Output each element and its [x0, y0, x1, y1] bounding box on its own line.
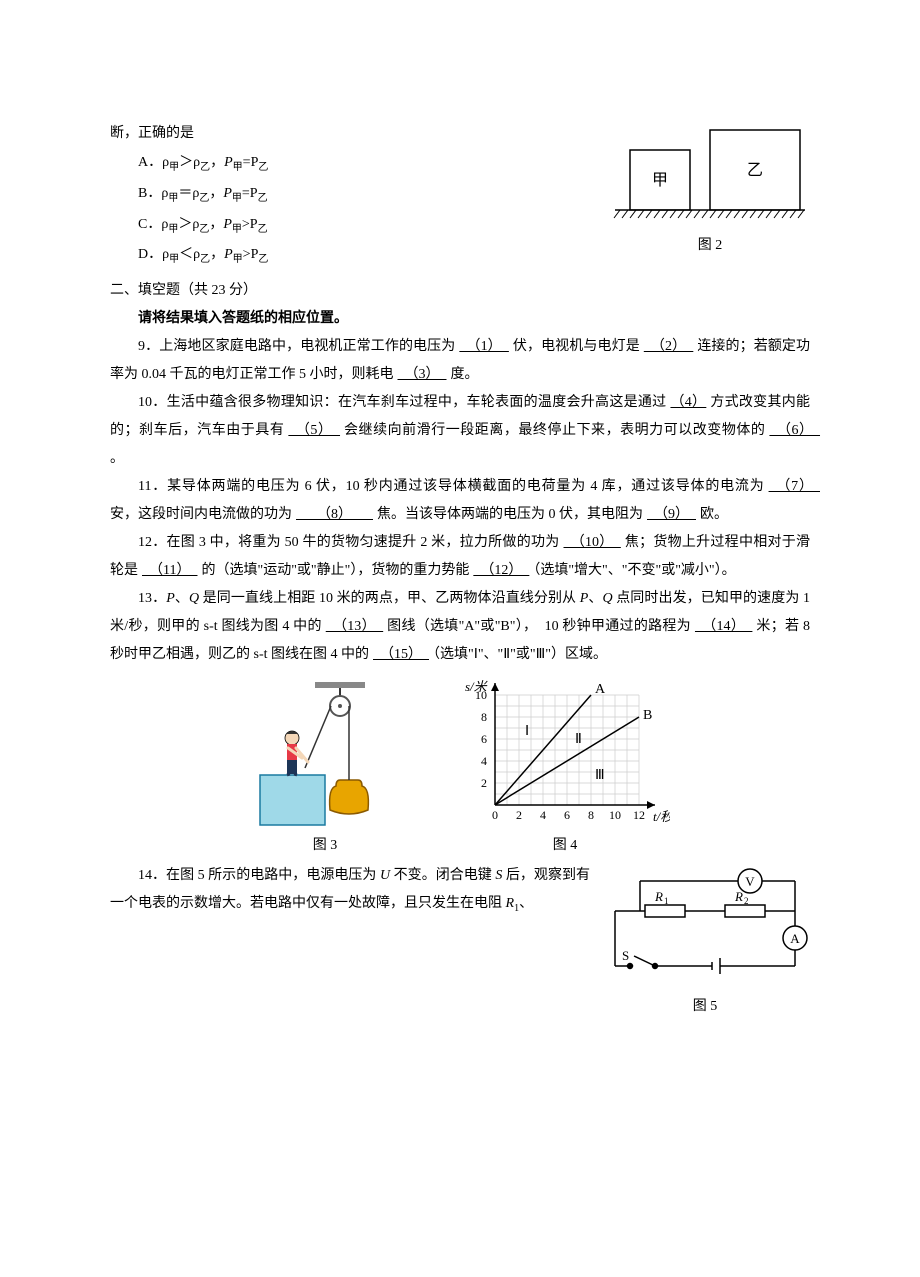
svg-text:s/米: s/米 — [465, 679, 489, 694]
svg-text:6: 6 — [481, 732, 487, 746]
question-11: 11．某导体两端的电压为 6 伏，10 秒内通过该导体横截面的电荷量为 4 库，… — [110, 473, 810, 529]
svg-text:2: 2 — [481, 776, 487, 790]
svg-text:Ⅱ: Ⅱ — [575, 732, 582, 747]
figure-5-svg: V A R1 R2 S — [600, 866, 810, 991]
question-14-block: V A R1 R2 S 图 5 14．在图 5 所示的电路中，电源电压为 U 不… — [110, 862, 810, 1021]
figure-3-container: 图 3 — [250, 680, 400, 860]
blank-2: （2） — [640, 339, 698, 354]
svg-text:1: 1 — [664, 896, 669, 906]
blank-15: （15） — [369, 647, 433, 662]
section-2-title: 二、填空题（共 23 分） — [110, 277, 810, 305]
figure-5-caption: 图 5 — [600, 993, 810, 1021]
blank-4: （4） — [666, 395, 710, 410]
svg-text:Ⅰ: Ⅰ — [525, 724, 529, 739]
blank-11: （11） — [138, 563, 201, 578]
svg-text:R: R — [654, 889, 663, 904]
blank-3: （3） — [394, 367, 451, 382]
svg-text:R: R — [734, 889, 743, 904]
figure-2-svg: 甲 乙 — [610, 120, 810, 230]
question-10: 10．生活中蕴含很多物理知识：在汽车刹车过程中，车轮表面的温度会升高这是通过（4… — [110, 389, 810, 473]
svg-text:6: 6 — [564, 808, 570, 822]
svg-text:乙: 乙 — [747, 162, 763, 179]
blank-5: （5） — [284, 423, 344, 438]
figure-2-caption: 图 2 — [610, 232, 810, 260]
svg-text:S: S — [622, 948, 629, 963]
question-12: 12．在图 3 中，将重为 50 牛的货物匀速提升 2 米，拉力所做的功为 （1… — [110, 529, 810, 585]
svg-text:4: 4 — [540, 808, 546, 822]
svg-text:4: 4 — [481, 754, 487, 768]
svg-text:Ⅲ: Ⅲ — [595, 768, 605, 783]
svg-text:A: A — [790, 931, 800, 946]
svg-text:t/秒: t/秒 — [653, 809, 670, 824]
figure-4-container: Ⅰ Ⅱ Ⅲ A B 0 2 4 6 8 10 12 2 4 6 8 10 t/秒… — [460, 675, 670, 860]
figure-5-container: V A R1 R2 S 图 5 — [600, 866, 810, 1021]
svg-text:10: 10 — [609, 808, 621, 822]
figure-2-container: 甲 乙 图 2 — [610, 120, 810, 260]
blank-14: （14） — [691, 619, 756, 634]
blank-8: （8） — [292, 507, 377, 522]
question-9: 9．上海地区家庭电路中，电视机正常工作的电压为 （1） 伏，电视机与电灯是 （2… — [110, 333, 810, 389]
section-2-instruction: 请将结果填入答题纸的相应位置。 — [110, 305, 810, 333]
svg-text:甲: 甲 — [652, 172, 668, 189]
blank-9: （9） — [643, 507, 700, 522]
blank-13: （13） — [322, 619, 387, 634]
blank-6: （6） — [765, 423, 824, 438]
figure-4-caption: 图 4 — [460, 832, 670, 860]
svg-text:V: V — [745, 874, 755, 889]
svg-text:2: 2 — [516, 808, 522, 822]
question-8-block: 甲 乙 图 2 断，正确的是 A．ρ甲＞ρ乙，P甲=P乙 — [110, 120, 810, 271]
question-13: 13．P、Q 是同一直线上相距 10 米的两点，甲、乙两物体沿直线分别从 P、Q… — [110, 585, 810, 669]
blank-1: （1） — [455, 339, 513, 354]
svg-text:8: 8 — [481, 710, 487, 724]
svg-text:A: A — [595, 682, 606, 697]
figure-3-svg — [250, 680, 400, 830]
blank-12: （12） — [469, 563, 533, 578]
svg-text:0: 0 — [492, 808, 498, 822]
blank-7: （7） — [765, 479, 824, 494]
figure-4-svg: Ⅰ Ⅱ Ⅲ A B 0 2 4 6 8 10 12 2 4 6 8 10 t/秒… — [460, 675, 670, 830]
svg-text:8: 8 — [588, 808, 594, 822]
svg-text:B: B — [643, 708, 652, 723]
blank-10: （10） — [560, 535, 625, 550]
svg-text:12: 12 — [633, 808, 645, 822]
figure-3-caption: 图 3 — [250, 832, 400, 860]
figures-3-4-row: 图 3 — [110, 675, 810, 860]
svg-text:2: 2 — [744, 896, 749, 906]
